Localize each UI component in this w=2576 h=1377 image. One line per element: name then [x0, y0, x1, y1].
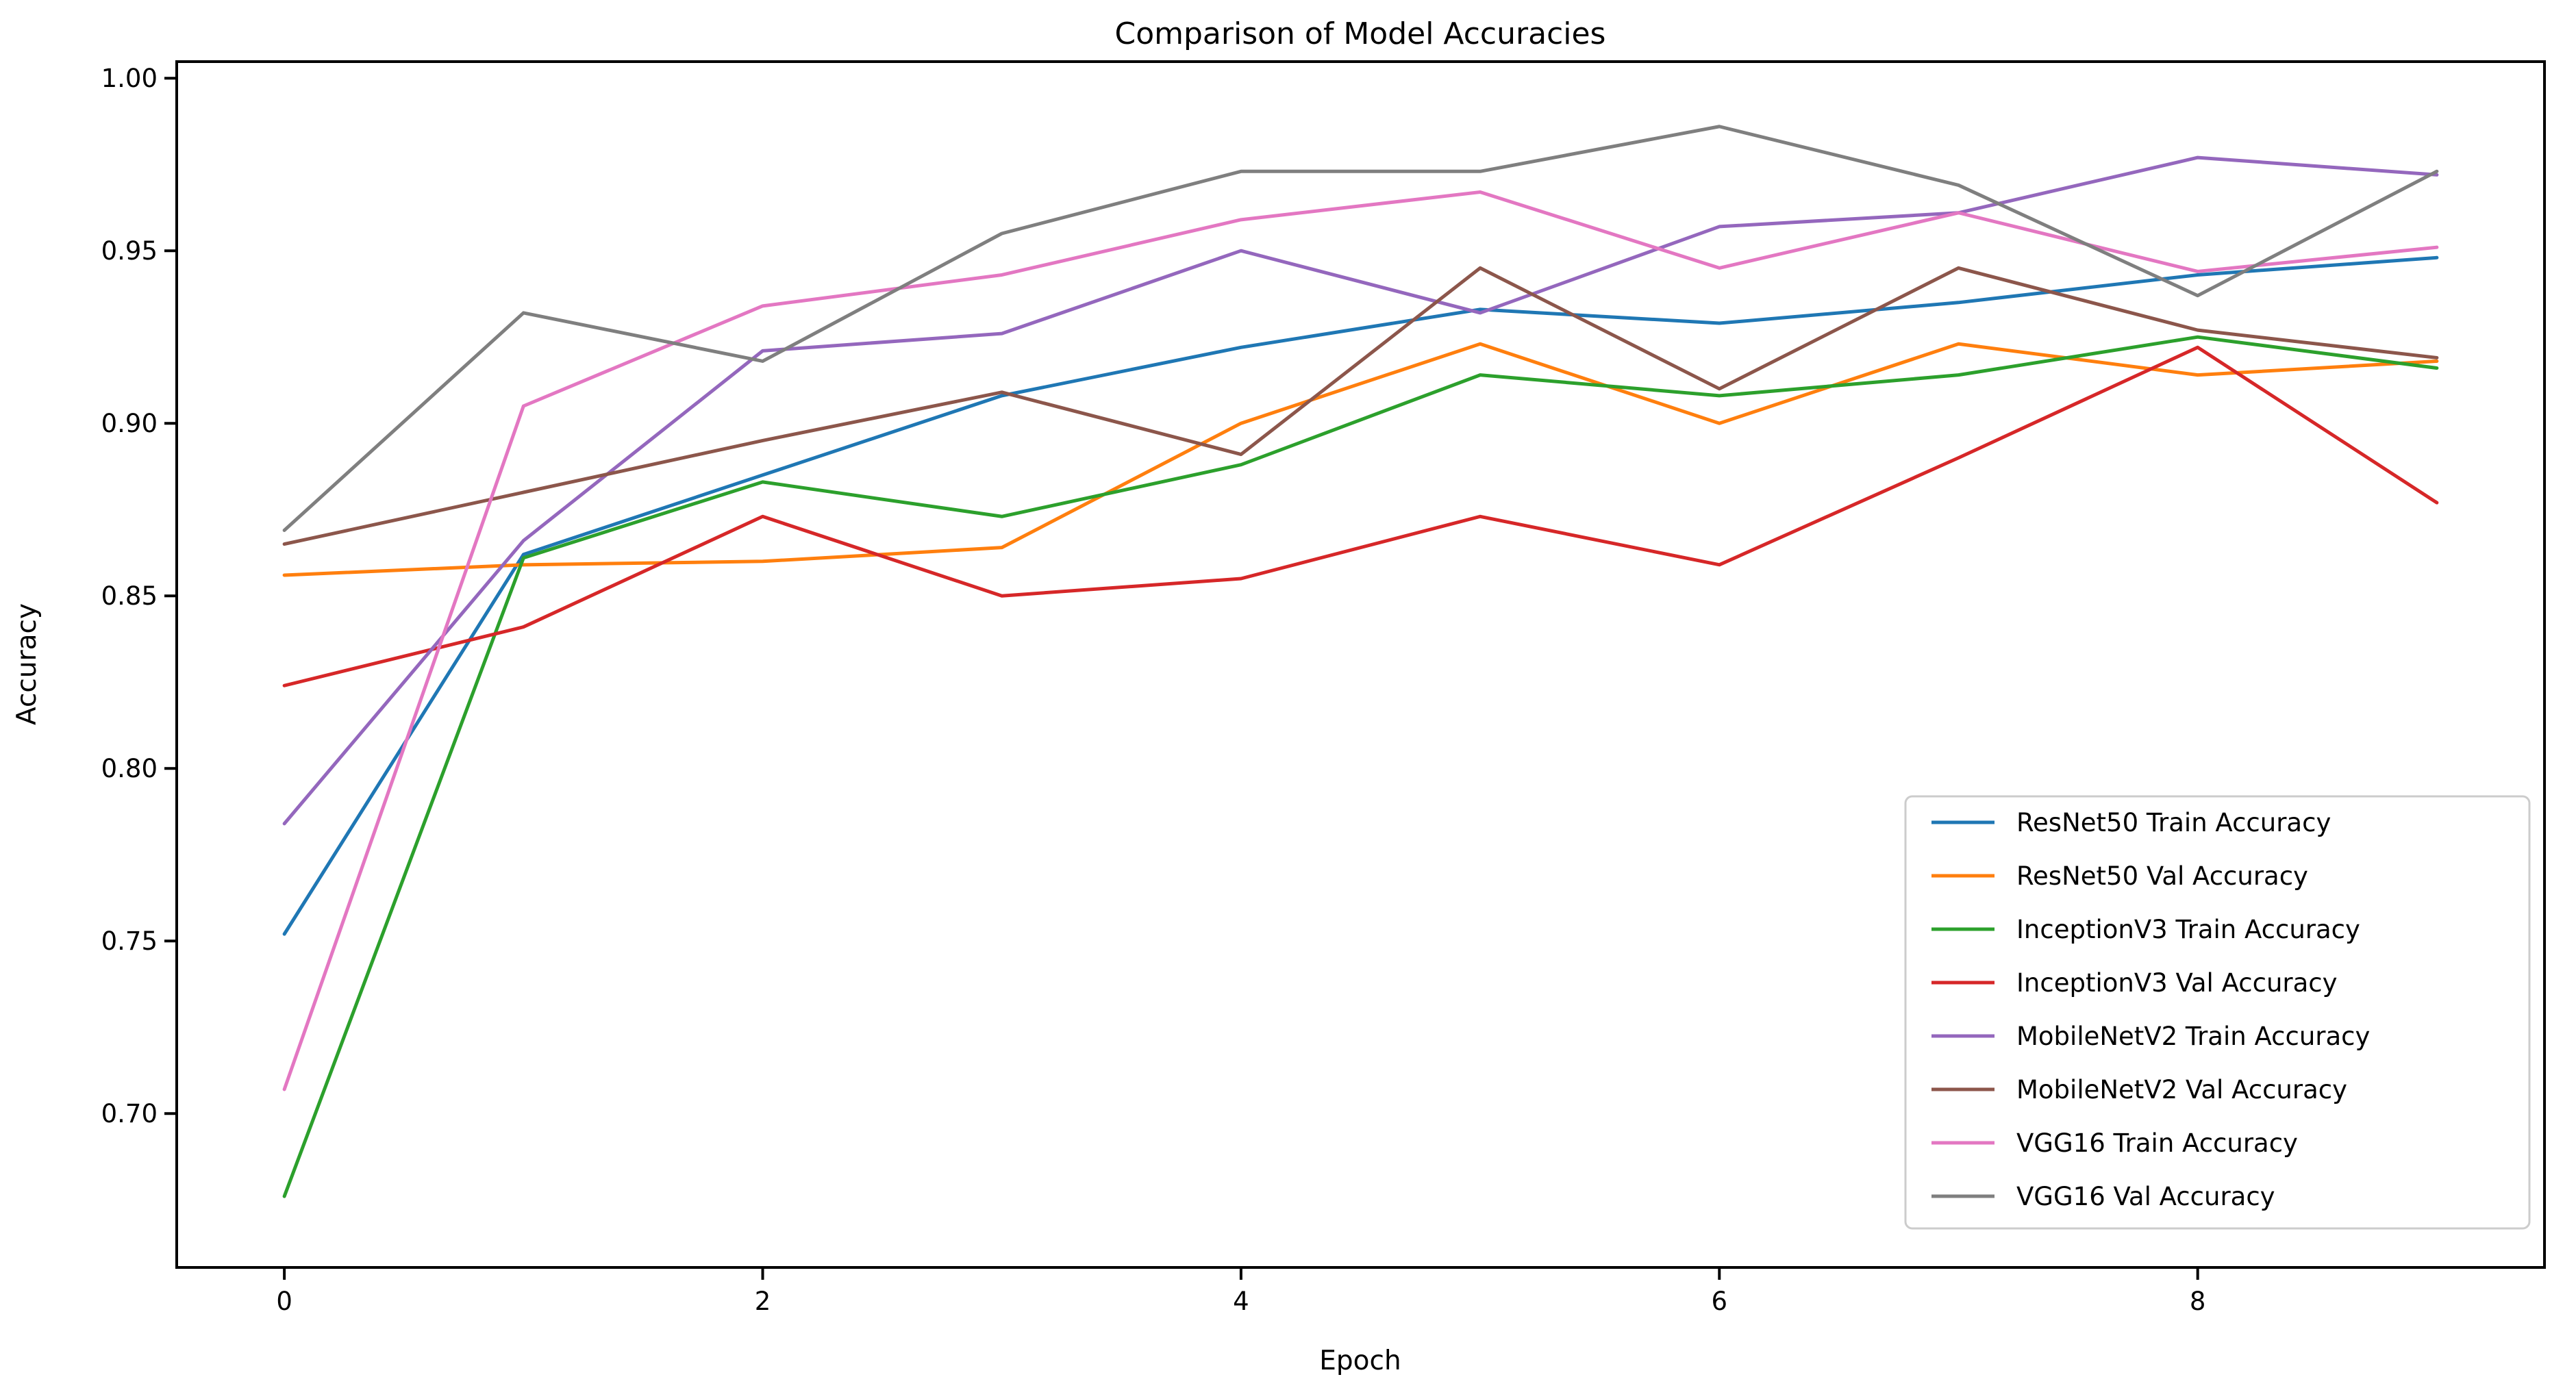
- y-axis-label: Accuracy: [12, 603, 42, 725]
- series-line-vgg16-val-accuracy: [282, 125, 2439, 532]
- legend-entry: ResNet50 Train Accuracy: [1931, 808, 2331, 837]
- x-axis-ticks: 0 2 4 6 8: [276, 1267, 2205, 1316]
- legend-label: InceptionV3 Train Accuracy: [2016, 915, 2360, 944]
- legend-label: ResNet50 Val Accuracy: [2016, 861, 2308, 891]
- chart-title: Comparison of Model Accuracies: [1115, 16, 1606, 51]
- legend-entry: VGG16 Val Accuracy: [1931, 1182, 2275, 1211]
- plot-border: [175, 60, 2546, 1269]
- legend-entry: InceptionV3 Val Accuracy: [1931, 968, 2338, 998]
- series-lines: [282, 125, 2439, 1198]
- legend-entry: ResNet50 Val Accuracy: [1931, 861, 2308, 891]
- y-tick-label: 1.00: [101, 64, 158, 93]
- x-tick-label: 4: [1233, 1287, 1249, 1316]
- x-axis-label: Epoch: [1319, 1346, 1401, 1376]
- legend-label: InceptionV3 Val Accuracy: [2016, 968, 2338, 998]
- series-line-mobilenetv2-val-accuracy: [282, 266, 2439, 546]
- legend-label: ResNet50 Train Accuracy: [2016, 808, 2331, 837]
- y-tick-label: 0.95: [101, 236, 158, 266]
- y-tick-label: 0.75: [101, 926, 158, 956]
- legend-label: MobileNetV2 Val Accuracy: [2016, 1075, 2347, 1104]
- x-tick-label: 2: [755, 1287, 771, 1316]
- y-tick-label: 0.90: [101, 409, 158, 438]
- legend-entry: InceptionV3 Train Accuracy: [1931, 915, 2360, 944]
- y-tick-label: 0.85: [101, 581, 158, 611]
- legend-entry: VGG16 Train Accuracy: [1931, 1128, 2298, 1158]
- series-line-resnet50-train-accuracy: [282, 255, 2439, 936]
- x-tick-label: 8: [2190, 1287, 2206, 1316]
- legend-entry: MobileNetV2 Train Accuracy: [1931, 1022, 2370, 1051]
- x-tick-label: 6: [1712, 1287, 1728, 1316]
- y-tick-label: 0.80: [101, 754, 158, 783]
- x-tick-label: 0: [276, 1287, 292, 1316]
- series-line-inceptionv3-val-accuracy: [282, 345, 2439, 687]
- y-axis-ticks: 0.70 0.75 0.80 0.85 0.90 0.95 1.00: [101, 64, 177, 1128]
- series-line-resnet50-val-accuracy: [282, 342, 2439, 577]
- y-tick-label: 0.70: [101, 1099, 158, 1128]
- series-line-inceptionv3-train-accuracy: [282, 335, 2439, 1198]
- legend-label: MobileNetV2 Train Accuracy: [2016, 1022, 2370, 1051]
- legend-label: VGG16 Val Accuracy: [2016, 1182, 2275, 1211]
- legend-label: VGG16 Train Accuracy: [2016, 1128, 2298, 1158]
- series-line-mobilenetv2-train-accuracy: [282, 155, 2439, 826]
- legend-entry: MobileNetV2 Val Accuracy: [1931, 1075, 2347, 1104]
- legend-box: [1904, 795, 2531, 1230]
- legend: ResNet50 Train Accuracy ResNet50 Val Accu…: [1904, 795, 2531, 1230]
